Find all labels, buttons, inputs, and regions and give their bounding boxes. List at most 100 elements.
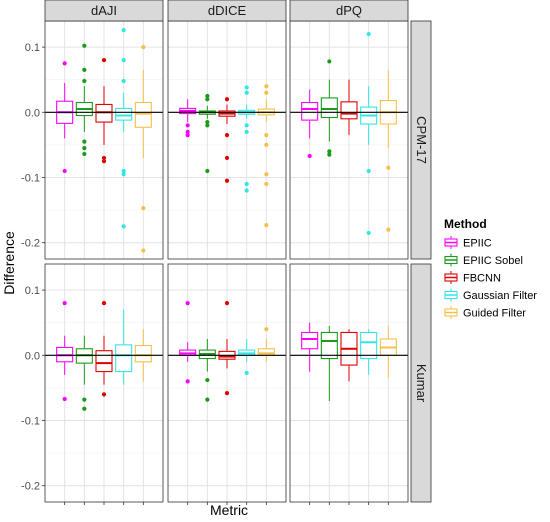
- box-fbcnn: [218, 97, 236, 183]
- outlier-point: [264, 172, 269, 177]
- box-iqr: [301, 101, 319, 121]
- outlier-point: [82, 67, 87, 73]
- outlier-point: [205, 93, 210, 99]
- x-axis-title: Metric: [210, 502, 248, 518]
- box-fbcnn: [95, 301, 113, 397]
- outlier-point: [244, 181, 249, 187]
- column-strip-label: dDICE: [208, 3, 247, 18]
- outlier-point: [366, 230, 371, 236]
- outlier-point: [82, 151, 87, 157]
- outlier-point: [121, 172, 126, 177]
- box-iqr: [115, 107, 133, 121]
- outlier-point: [82, 139, 87, 144]
- box-epiic: [179, 99, 197, 138]
- outlier-point: [244, 129, 249, 134]
- box-fbcnn: [340, 79, 358, 136]
- outlier-point: [205, 97, 210, 102]
- outlier-point: [185, 301, 190, 306]
- column-strip: [289, 0, 409, 22]
- row-strip-label: CPM-17: [414, 116, 429, 164]
- box-epiic-sobel: [320, 325, 338, 401]
- outlier-point: [366, 168, 371, 174]
- outlier-point: [101, 159, 107, 164]
- y-tick-label: -0.2: [21, 238, 40, 250]
- outlier-point: [101, 392, 107, 397]
- y-tick-label: -0.1: [21, 415, 40, 427]
- outlier-point: [386, 227, 391, 232]
- row-strip: [410, 20, 432, 260]
- outlier-point: [264, 222, 269, 228]
- outlier-point: [327, 149, 332, 154]
- column-strip-label: dAJI: [91, 3, 117, 18]
- outlier-point: [224, 97, 230, 102]
- outlier-point: [62, 61, 67, 66]
- outlier-point: [205, 397, 210, 402]
- outlier-point: [121, 58, 126, 63]
- outlier-point: [244, 123, 249, 128]
- legend-entry: Guided Filter: [444, 306, 526, 320]
- outlier-point: [185, 133, 190, 138]
- legend-label: Gaussian Filter: [463, 290, 537, 302]
- y-tick-label: 0.0: [25, 350, 40, 362]
- outlier-point: [224, 391, 230, 396]
- outlier-point: [244, 188, 249, 193]
- outlier-point: [264, 133, 269, 138]
- outlier-point: [141, 248, 146, 253]
- box-epiic: [301, 322, 319, 372]
- strips-layer: dAJI dDICE dPQ CPM-17 Kumar: [44, 0, 432, 503]
- outlier-point: [205, 168, 210, 174]
- outlier-point: [386, 165, 391, 170]
- box-iqr: [320, 97, 338, 119]
- outlier-point: [205, 377, 210, 383]
- outlier-point: [121, 78, 126, 84]
- legend-entry: FBCNN: [444, 271, 501, 285]
- y-tick-label: -0.1: [21, 172, 40, 184]
- y-tick-label: 0.0: [25, 107, 40, 119]
- outlier-point: [264, 142, 269, 147]
- box-iqr: [360, 331, 378, 360]
- outlier-point: [185, 379, 190, 384]
- legend-label: EPIIC: [463, 238, 492, 250]
- outlier-point: [185, 123, 190, 128]
- outlier-point: [141, 206, 146, 211]
- y-tick-label: 0.1: [25, 285, 40, 297]
- outlier-point: [101, 301, 107, 306]
- row-strip-label: Kumar: [414, 364, 429, 403]
- y-axis-title: Difference: [1, 231, 17, 295]
- outlier-point: [244, 85, 249, 90]
- outlier-point: [205, 123, 210, 128]
- legend-label: FBCNN: [463, 273, 501, 285]
- box-epiic-sobel: [198, 338, 216, 402]
- box-epiic: [179, 301, 197, 384]
- outlier-point: [141, 44, 146, 50]
- box-iqr: [134, 344, 152, 363]
- box-iqr: [134, 101, 152, 128]
- outlier-point: [101, 58, 107, 63]
- box-iqr: [340, 101, 358, 120]
- legend-entry: EPIIC: [444, 236, 492, 250]
- outlier-point: [327, 152, 332, 157]
- outlier-point: [82, 397, 87, 402]
- panels-layer: [44, 20, 409, 503]
- outlier-point: [82, 43, 87, 48]
- outlier-point: [62, 301, 67, 306]
- box-fbcnn: [340, 329, 358, 382]
- box-gaussian-filter: [360, 31, 378, 236]
- outlier-point: [62, 396, 67, 402]
- y-tick-label: -0.2: [21, 481, 40, 493]
- legend-entry: Gaussian Filter: [444, 288, 537, 302]
- outlier-point: [224, 178, 230, 183]
- column-strip: [44, 0, 164, 22]
- outlier-point: [185, 129, 190, 134]
- outlier-point: [82, 146, 87, 151]
- outlier-point: [101, 155, 107, 161]
- legend: Method EPIIC EPIIC Sobel FBCNN Gaussian Fil…: [444, 217, 537, 320]
- outlier-point: [264, 90, 269, 95]
- legend-title: Method: [444, 217, 487, 231]
- box-iqr: [301, 331, 319, 350]
- outlier-point: [264, 181, 269, 187]
- outlier-point: [224, 301, 230, 306]
- outlier-point: [205, 119, 210, 125]
- box-iqr: [320, 331, 338, 360]
